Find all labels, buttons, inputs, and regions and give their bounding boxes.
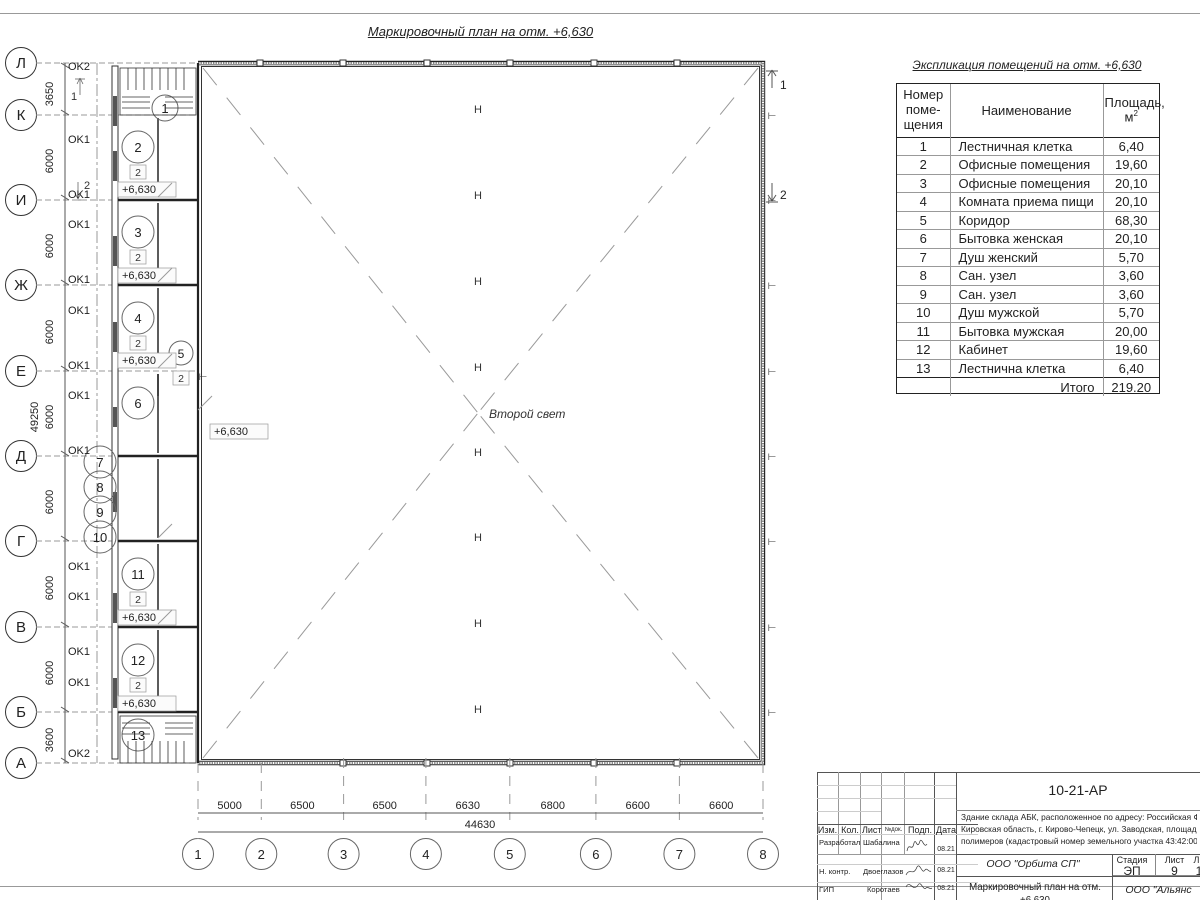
svg-text:6500: 6500 — [372, 800, 396, 812]
svg-text:11: 11 — [131, 567, 145, 582]
svg-text:И: И — [16, 192, 27, 209]
svg-text:49250: 49250 — [29, 402, 41, 433]
svg-text:6600: 6600 — [625, 800, 649, 812]
svg-text:⊢: ⊢ — [768, 623, 777, 634]
svg-text:⊢: ⊢ — [199, 372, 208, 383]
svg-text:7: 7 — [96, 455, 103, 470]
svg-text:6000: 6000 — [44, 149, 56, 173]
svg-text:1: 1 — [71, 91, 77, 103]
svg-text:5000: 5000 — [217, 800, 241, 812]
svg-text:Второй свет: Второй свет — [489, 407, 565, 421]
svg-text:6000: 6000 — [44, 405, 56, 429]
svg-text:OK1: OK1 — [68, 305, 90, 317]
svg-text:Г: Г — [17, 533, 25, 550]
svg-text:2: 2 — [258, 847, 265, 862]
svg-text:+6,630: +6,630 — [122, 698, 156, 710]
svg-text:3: 3 — [134, 225, 141, 240]
svg-text:6000: 6000 — [44, 576, 56, 600]
svg-text:4: 4 — [134, 311, 141, 326]
svg-text:7: 7 — [676, 847, 683, 862]
svg-text:6630: 6630 — [456, 800, 480, 812]
svg-text:6000: 6000 — [44, 661, 56, 685]
svg-text:13: 13 — [131, 728, 145, 743]
svg-text:+6,630: +6,630 — [122, 612, 156, 624]
svg-text:6500: 6500 — [290, 800, 314, 812]
svg-text:Н: Н — [474, 447, 482, 459]
svg-text:OK1: OK1 — [68, 274, 90, 286]
svg-text:3: 3 — [340, 847, 347, 862]
svg-text:OK1: OK1 — [68, 646, 90, 658]
svg-text:+6,630: +6,630 — [122, 184, 156, 196]
svg-text:⊢: ⊢ — [768, 452, 777, 463]
svg-text:Н: Н — [474, 104, 482, 116]
svg-text:В: В — [16, 619, 26, 636]
svg-text:OK1: OK1 — [68, 189, 90, 201]
svg-text:Н: Н — [474, 362, 482, 374]
svg-text:6800: 6800 — [541, 800, 565, 812]
svg-text:5: 5 — [506, 847, 513, 862]
svg-text:2: 2 — [135, 252, 141, 264]
svg-text:2: 2 — [780, 188, 787, 202]
svg-text:Н: Н — [474, 276, 482, 288]
svg-text:Н: Н — [474, 532, 482, 544]
svg-text:К: К — [17, 107, 26, 124]
svg-text:⊢: ⊢ — [768, 367, 777, 378]
svg-text:3600: 3600 — [44, 728, 56, 752]
svg-text:⊢: ⊢ — [768, 281, 777, 292]
svg-text:Е: Е — [16, 363, 26, 380]
svg-text:OK1: OK1 — [68, 591, 90, 603]
svg-text:+6,630: +6,630 — [122, 355, 156, 367]
svg-text:2: 2 — [178, 373, 184, 385]
svg-text:⊢: ⊢ — [768, 111, 777, 122]
svg-text:Н: Н — [474, 704, 482, 716]
svg-text:4: 4 — [422, 847, 429, 862]
svg-text:OK1: OK1 — [68, 134, 90, 146]
svg-text:+6,630: +6,630 — [214, 426, 248, 438]
svg-text:OK2: OK2 — [68, 748, 90, 760]
svg-text:8: 8 — [759, 847, 766, 862]
svg-text:OK1: OK1 — [68, 677, 90, 689]
svg-text:Д: Д — [16, 448, 26, 465]
svg-text:2: 2 — [135, 338, 141, 350]
svg-text:5: 5 — [178, 347, 185, 361]
svg-text:8: 8 — [96, 480, 103, 495]
svg-text:⊢: ⊢ — [768, 537, 777, 548]
svg-text:Б: Б — [16, 704, 26, 721]
svg-text:2: 2 — [135, 167, 141, 179]
svg-text:OK1: OK1 — [68, 390, 90, 402]
svg-text:Н: Н — [474, 190, 482, 202]
svg-text:6600: 6600 — [709, 800, 733, 812]
svg-text:Ж: Ж — [14, 277, 28, 294]
svg-text:10: 10 — [93, 530, 107, 545]
svg-text:12: 12 — [131, 653, 145, 668]
svg-text:OK1: OK1 — [68, 561, 90, 573]
svg-text:1: 1 — [161, 101, 168, 116]
svg-text:44630: 44630 — [465, 819, 496, 831]
svg-text:+6,630: +6,630 — [122, 270, 156, 282]
svg-text:3650: 3650 — [44, 82, 56, 106]
svg-text:OK2: OK2 — [68, 61, 90, 73]
svg-text:6: 6 — [592, 847, 599, 862]
svg-text:Н: Н — [474, 618, 482, 630]
svg-text:Л: Л — [16, 55, 26, 72]
svg-text:9: 9 — [96, 505, 103, 520]
svg-text:2: 2 — [135, 594, 141, 606]
svg-text:6000: 6000 — [44, 320, 56, 344]
svg-text:2: 2 — [135, 680, 141, 692]
svg-text:1: 1 — [194, 847, 201, 862]
svg-text:6000: 6000 — [44, 490, 56, 514]
svg-text:1: 1 — [780, 78, 787, 92]
svg-text:OK1: OK1 — [68, 219, 90, 231]
svg-text:6000: 6000 — [44, 234, 56, 258]
svg-text:2: 2 — [134, 140, 141, 155]
svg-text:OK1: OK1 — [68, 445, 90, 457]
svg-text:6: 6 — [134, 396, 141, 411]
svg-text:OK1: OK1 — [68, 360, 90, 372]
svg-text:А: А — [16, 755, 26, 772]
svg-text:⊢: ⊢ — [768, 708, 777, 719]
